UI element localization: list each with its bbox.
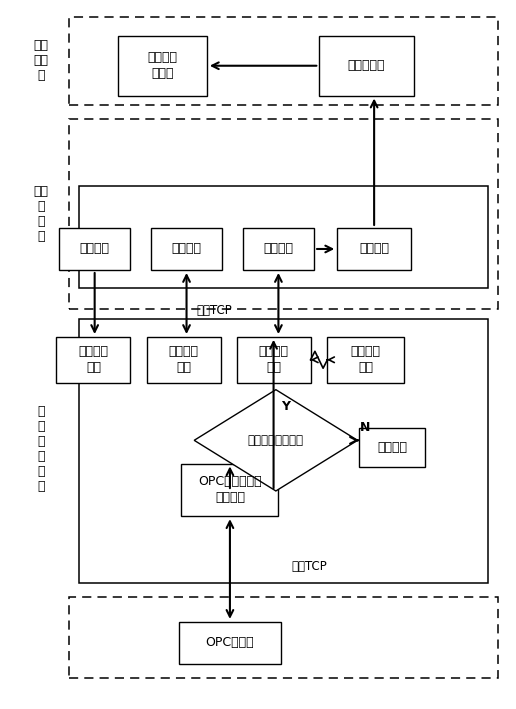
Text: 判断数据是否有效: 判断数据是否有效 [248,434,304,447]
Text: 数据发送
模块: 数据发送 模块 [259,345,288,374]
Bar [79,186,488,288]
Text: N: N [360,421,370,434]
Text: 配置工具: 配置工具 [79,242,110,255]
Bar [79,319,488,583]
Text: 通讯
服
务
器: 通讯 服 务 器 [34,185,49,242]
Text: OPC客户端采集
数据模块: OPC客户端采集 数据模块 [198,476,262,504]
Bar [328,337,404,383]
Bar [151,228,222,270]
Bar [69,119,498,309]
Text: 数
据
处
理
模
块: 数 据 处 理 模 块 [37,406,45,493]
Bar [147,337,221,383]
Bar [182,464,279,516]
Text: 第二TCP: 第二TCP [291,560,327,574]
Text: 配置管理
模块: 配置管理 模块 [78,345,108,374]
Text: 缓存数据: 缓存数据 [359,242,389,255]
Bar [69,597,498,678]
Text: 运维管理
模块: 运维管理 模块 [169,345,199,374]
Bar [236,337,311,383]
Text: 数据分析
和显示: 数据分析 和显示 [147,51,178,80]
Bar [59,228,131,270]
Text: 丢弃数据: 丢弃数据 [377,441,407,454]
Bar [319,36,414,96]
Bar [359,428,425,467]
Bar [69,17,498,105]
Bar [243,228,314,270]
Text: 实时数据库: 实时数据库 [348,60,385,72]
Text: 运维工具: 运维工具 [171,242,202,255]
Polygon shape [194,390,358,491]
Text: OPC服务器: OPC服务器 [205,637,254,649]
Text: 缓存数据
模块: 缓存数据 模块 [351,345,381,374]
Bar [337,228,411,270]
Bar [56,337,131,383]
Text: 第一TCP: 第一TCP [197,303,233,317]
Bar [118,36,207,96]
Text: 实时
数据
库: 实时 数据 库 [34,39,49,82]
Bar [179,622,281,664]
Text: Y: Y [281,401,290,413]
Text: 通讯平台: 通讯平台 [263,242,294,255]
